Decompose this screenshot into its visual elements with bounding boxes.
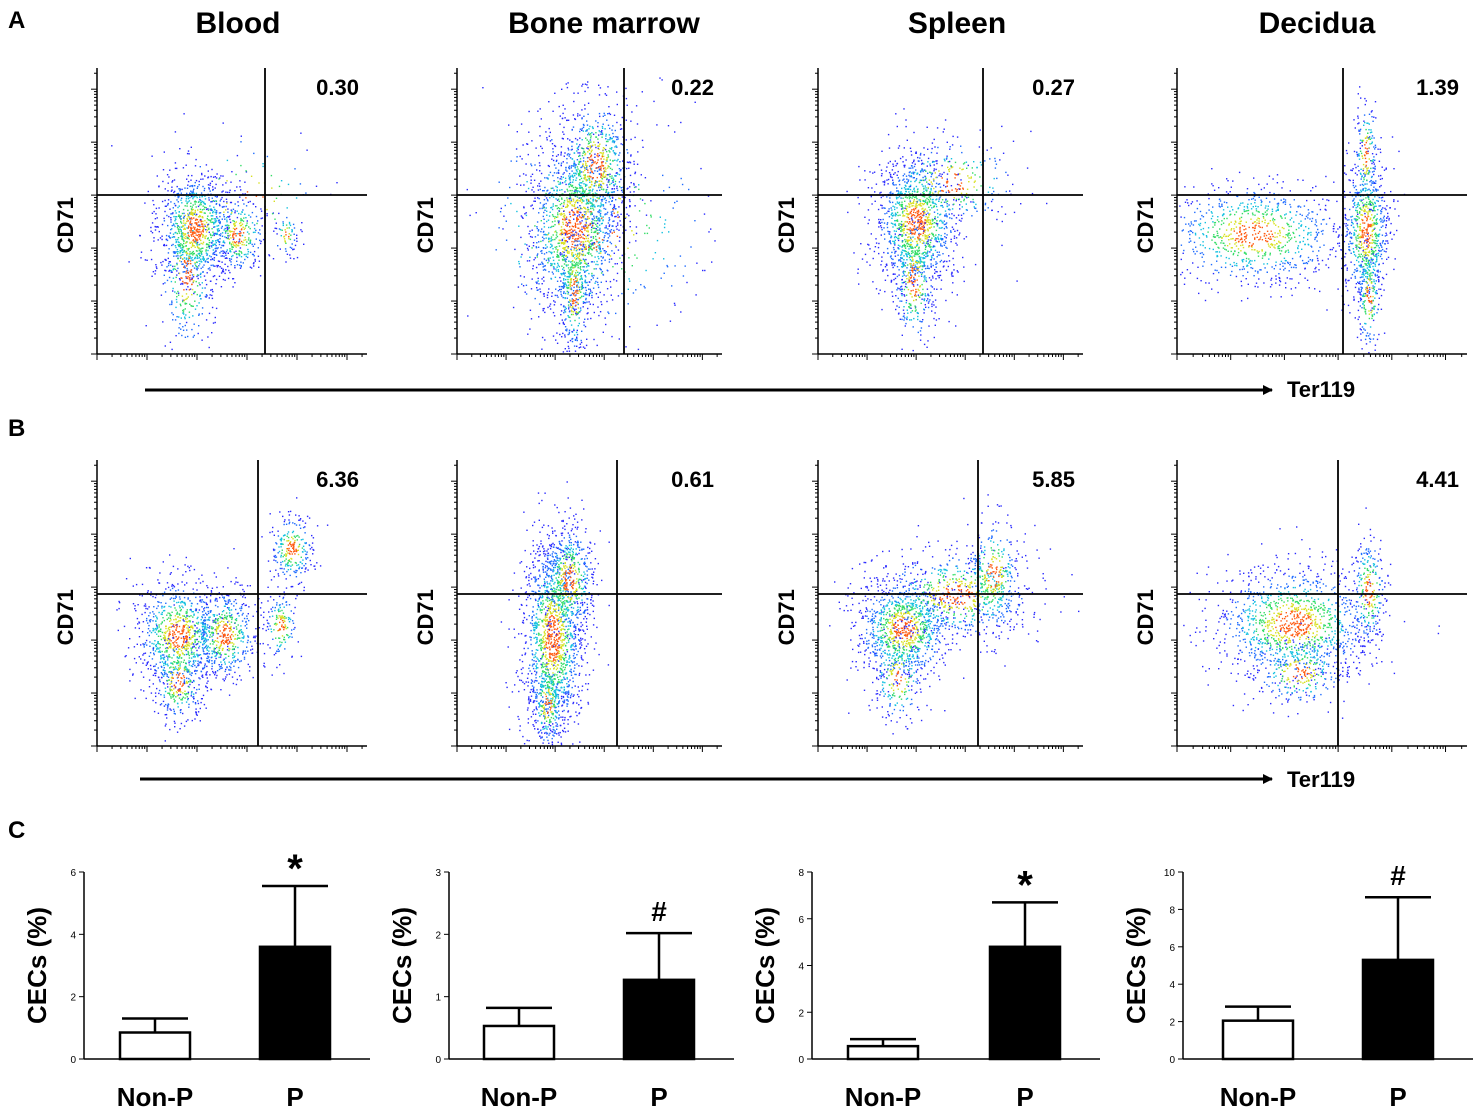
bar-nonp-bone-marrow <box>482 1024 556 1061</box>
bar-y-label: CECs (%) <box>22 907 52 1024</box>
column-title-blood: Blood <box>196 7 281 40</box>
flow-y-label-b-decidua: CD71 <box>1133 589 1158 645</box>
bar-y-label: CECs (%) <box>1121 907 1151 1024</box>
flow-events-a-decidua <box>1179 86 1406 354</box>
bar-y-tick-label: 0 <box>70 1055 76 1066</box>
flow-events-a-bone-marrow <box>466 77 716 353</box>
flow-plot-a-decidua: 1.39 CD71 <box>1133 68 1467 360</box>
quadrant-value-a-blood: 0.30 <box>316 75 359 100</box>
flow-plot-b-blood: 6.36 CD71 <box>53 460 367 752</box>
ter119-label-a: Ter119 <box>1287 377 1355 402</box>
quadrant-value-b-decidua: 4.41 <box>1416 467 1459 492</box>
bar-category-label: P <box>286 1082 303 1112</box>
flow-plot-b-spleen: 5.85 CD71 <box>774 460 1083 752</box>
panel-label-a: A <box>8 7 25 34</box>
bar-category-label: Non-P <box>117 1082 194 1112</box>
flow-plots: 0.30 CD71 0.22 CD71 0.27 CD71 1.39 CD71 6.36 CD71… <box>53 68 1467 752</box>
bar-category-label: Non-P <box>845 1082 922 1112</box>
flow-y-label-b-spleen: CD71 <box>774 589 799 645</box>
flow-events-b-bone-marrow <box>500 481 610 746</box>
quadrant-value-a-bone-marrow: 0.22 <box>671 75 714 100</box>
bar-y-tick-label: 6 <box>70 868 76 879</box>
bar-y-tick-label: 2 <box>1169 1018 1175 1029</box>
flow-events-b-spleen <box>829 494 1080 735</box>
bar-y-tick-label: 8 <box>1169 905 1175 916</box>
bar-y-tick-label: 1 <box>435 993 441 1004</box>
bar-y-tick-label: 10 <box>1164 868 1176 879</box>
bar-y-tick-label: 2 <box>798 1008 804 1019</box>
bar-y-tick-label: 0 <box>435 1055 441 1066</box>
bar-y-label: CECs (%) <box>750 907 780 1024</box>
flow-events-b-blood <box>116 497 329 742</box>
quadrant-value-b-bone-marrow: 0.61 <box>671 467 714 492</box>
bar-category-label: P <box>1016 1082 1033 1112</box>
flow-y-label-a-blood: CD71 <box>53 197 78 253</box>
bar-chart-spleen: 0 2 4 6 8 CECs (%) Non-P P * <box>750 863 1100 1112</box>
flow-events-a-spleen <box>846 108 1048 352</box>
significance-marker: * <box>1017 863 1033 907</box>
bar-y-tick-label: 2 <box>435 930 441 941</box>
bar-nonp-spleen <box>846 1044 920 1061</box>
flow-plot-a-blood: 0.30 CD71 <box>53 68 367 360</box>
bar-category-label: Non-P <box>1220 1082 1297 1112</box>
column-title-spleen: Spleen <box>908 7 1006 40</box>
flow-y-label-a-bone-marrow: CD71 <box>413 197 438 253</box>
bar-nonp-blood <box>118 1031 192 1061</box>
bar-y-tick-label: 0 <box>1169 1055 1175 1066</box>
column-title-bone-marrow: Bone marrow <box>508 7 700 40</box>
bar-chart-bone-marrow: 0 1 2 3 CECs (%) Non-P P # <box>387 868 734 1112</box>
panel-label-b: B <box>8 415 25 442</box>
quadrant-value-a-decidua: 1.39 <box>1416 75 1459 100</box>
bar-y-tick-label: 4 <box>70 930 76 941</box>
bar-p-spleen <box>988 945 1062 1061</box>
bar-category-label: Non-P <box>481 1082 558 1112</box>
bar-y-tick-label: 8 <box>798 868 804 879</box>
bar-y-tick-label: 4 <box>798 962 804 973</box>
quadrant-value-b-blood: 6.36 <box>316 467 359 492</box>
bar-chart-blood: 0 2 4 6 CECs (%) Non-P P * <box>22 847 370 1112</box>
flow-plot-a-spleen: 0.27 CD71 <box>774 68 1083 360</box>
bar-chart-decidua: 0 2 4 6 8 10 CECs (%) Non-P P # <box>1121 860 1473 1112</box>
bar-y-tick-label: 4 <box>1169 980 1175 991</box>
flow-y-label-b-bone-marrow: CD71 <box>413 589 438 645</box>
significance-marker: * <box>287 847 303 891</box>
flow-events-a-blood <box>111 113 338 351</box>
bar-y-tick-label: 6 <box>798 915 804 926</box>
flow-y-label-a-decidua: CD71 <box>1133 197 1158 253</box>
flow-plot-b-bone-marrow: 0.61 CD71 <box>413 460 722 752</box>
bar-p-blood <box>258 945 332 1061</box>
bar-nonp-decidua <box>1221 1019 1295 1061</box>
bar-y-tick-label: 6 <box>1169 943 1175 954</box>
bar-y-tick-label: 0 <box>798 1055 804 1066</box>
bar-p-bone-marrow <box>622 978 696 1061</box>
flow-y-label-b-blood: CD71 <box>53 589 78 645</box>
panel-label-c: C <box>8 817 25 844</box>
bar-category-label: P <box>1389 1082 1406 1112</box>
bar-y-label: CECs (%) <box>387 907 417 1024</box>
bar-y-tick-label: 2 <box>70 993 76 1004</box>
bar-charts: 0 2 4 6 CECs (%) Non-P P * 0 1 2 3 CECs (%) Non-P P #0 2… <box>22 847 1473 1112</box>
flow-plot-a-bone-marrow: 0.22 CD71 <box>413 68 722 360</box>
flow-events-b-decidua <box>1183 507 1440 719</box>
quadrant-value-a-spleen: 0.27 <box>1032 75 1075 100</box>
column-title-decidua: Decidua <box>1259 7 1376 40</box>
significance-marker: # <box>1390 860 1406 891</box>
ter119-label-b: Ter119 <box>1287 767 1355 792</box>
significance-marker: # <box>651 896 667 927</box>
flow-y-label-a-spleen: CD71 <box>774 197 799 253</box>
flow-plot-b-decidua: 4.41 CD71 <box>1133 460 1467 752</box>
quadrant-value-b-spleen: 5.85 <box>1032 467 1075 492</box>
bar-category-label: P <box>650 1082 667 1112</box>
bar-y-tick-label: 3 <box>435 868 441 879</box>
bar-p-decidua <box>1361 958 1435 1061</box>
